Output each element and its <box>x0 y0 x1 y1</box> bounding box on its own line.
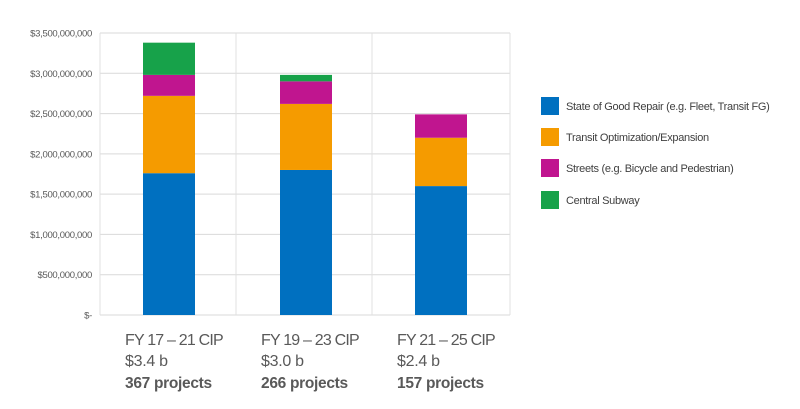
legend-label: State of Good Repair (e.g. Fleet, Transi… <box>566 101 770 113</box>
y-tick-label: $1,500,000,000 <box>30 190 92 201</box>
bar-segment <box>415 186 467 315</box>
y-tick-label: $2,500,000,000 <box>30 109 92 120</box>
legend-swatch <box>541 159 559 177</box>
bar-segment <box>143 173 195 315</box>
category-projects: 266 projects <box>261 375 348 392</box>
legend-swatch <box>541 97 559 115</box>
category-projects: 157 projects <box>397 375 484 392</box>
y-tick-label: $1,000,000,000 <box>30 230 92 241</box>
y-tick-label: $2,000,000,000 <box>30 149 92 160</box>
y-tick-label: $- <box>84 311 92 322</box>
bar-segment <box>415 114 467 138</box>
bar-segment <box>280 103 332 170</box>
bar-segment <box>143 74 195 96</box>
x-category-label: FY 17 – 21 CIP <box>125 332 223 349</box>
category-projects: 367 projects <box>125 375 212 392</box>
legend-label: Central Subway <box>566 195 640 207</box>
bar-segment <box>280 74 332 82</box>
legend-label: Transit Optimization/Expansion <box>566 132 709 144</box>
x-category-label: FY 21 – 25 CIP <box>397 332 495 349</box>
bar-segment <box>143 95 195 174</box>
bar-segment <box>280 81 332 104</box>
legend-swatch <box>541 191 559 209</box>
x-category-label: FY 19 – 23 CIP <box>261 332 359 349</box>
bar-segment <box>280 169 332 315</box>
category-total: $3.0 b <box>261 353 304 370</box>
y-tick-label: $500,000,000 <box>37 270 92 281</box>
bar-segment <box>143 42 195 75</box>
category-total: $2.4 b <box>397 353 440 370</box>
bar-segment <box>415 137 467 187</box>
legend-swatch <box>541 128 559 146</box>
y-tick-label: $3,500,000,000 <box>30 29 92 40</box>
legend-label: Streets (e.g. Bicycle and Pedestrian) <box>566 163 733 175</box>
category-total: $3.4 b <box>125 353 168 370</box>
y-tick-label: $3,000,000,000 <box>30 69 92 80</box>
